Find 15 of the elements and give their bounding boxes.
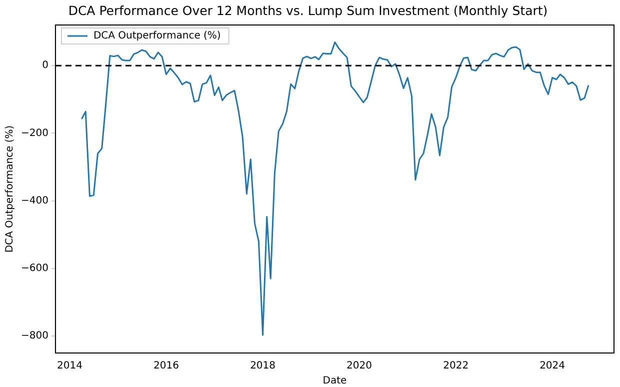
x-tick-label: 2024: [540, 360, 566, 372]
y-tick-label: −200: [20, 128, 48, 139]
x-tick-label: 2018: [250, 360, 276, 372]
y-tick-label: −800: [20, 330, 48, 342]
y-tick-label: −400: [20, 195, 48, 206]
x-tick-label: 2014: [57, 360, 82, 372]
y-tick-label: 0: [42, 60, 48, 72]
y-axis-title: DCA Outperformance (%): [4, 125, 16, 253]
x-tick-label: 2016: [153, 360, 179, 372]
y-tick-label: −600: [20, 263, 48, 274]
x-tick-label: 2022: [443, 360, 469, 372]
chart-title: DCA Performance Over 12 Months vs. Lump Sum Investment (Monthly Start): [68, 2, 548, 18]
x-axis-title: Date: [322, 376, 347, 387]
x-tick-label: 2020: [346, 360, 372, 372]
legend-label: DCA Outperformance (%): [93, 30, 221, 42]
